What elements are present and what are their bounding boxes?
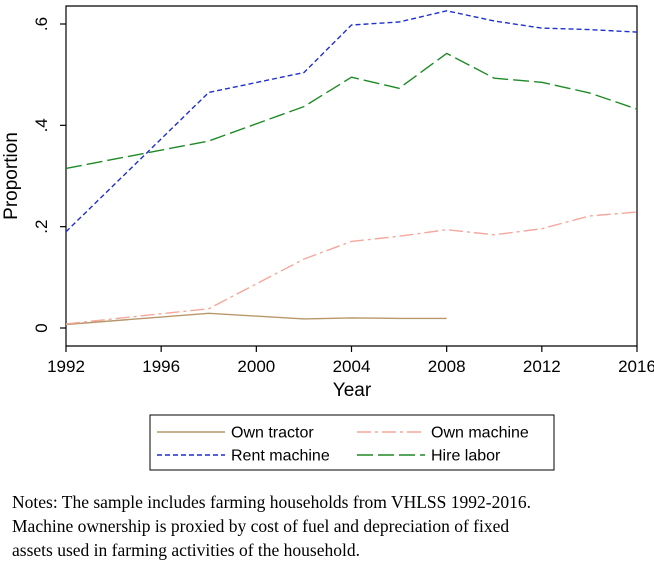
notes-line-3: assets used in farming activities of the… <box>12 540 360 560</box>
legend-box <box>149 414 555 471</box>
x-tick-label: 1996 <box>142 357 180 376</box>
x-tick-label: 1992 <box>47 357 85 376</box>
legend: Own tractor Own machine Rent machine Hire l… <box>149 414 555 471</box>
legend-label: Own machine <box>431 425 529 442</box>
series-line-own-tractor <box>65 312 447 326</box>
x-tick-label: 2016 <box>618 357 654 376</box>
series-line-hire-labor <box>65 52 638 170</box>
notes-line-1: Notes: The sample includes farming house… <box>12 492 531 512</box>
series-line-rent-machine <box>65 10 638 233</box>
x-tick-label: 2008 <box>428 357 466 376</box>
x-axis-title: Year <box>333 380 372 401</box>
series-line-own-machine <box>65 211 638 325</box>
plot-area <box>65 5 638 347</box>
y-axis-title: Proportion <box>1 132 22 220</box>
x-tick-label: 2012 <box>523 357 561 376</box>
legend-label: Rent machine <box>231 448 330 465</box>
x-tick-label: 2000 <box>237 357 275 376</box>
y-tick-label: .2 <box>32 220 51 234</box>
y-tick-label: .6 <box>32 17 51 31</box>
notes: Notes: The sample includes farming house… <box>12 490 648 562</box>
plot-frame <box>65 5 638 347</box>
series-lines <box>65 10 638 326</box>
notes-line-2: Machine ownership is proxied by cost of … <box>12 516 510 536</box>
x-tick-label: 2004 <box>333 357 371 376</box>
y-tick-label: 0 <box>32 323 51 332</box>
x-axis: 1992 1996 2000 2004 2008 2012 2016 <box>47 346 654 376</box>
legend-label: Hire labor <box>431 448 501 465</box>
y-tick-label: .4 <box>32 118 51 132</box>
line-chart: 1992 1996 2000 2004 2008 2012 2016 0 .2 .4 .6 Yea… <box>1 5 654 471</box>
legend-label: Own tractor <box>231 425 314 442</box>
y-axis: 0 .2 .4 .6 <box>32 17 66 333</box>
